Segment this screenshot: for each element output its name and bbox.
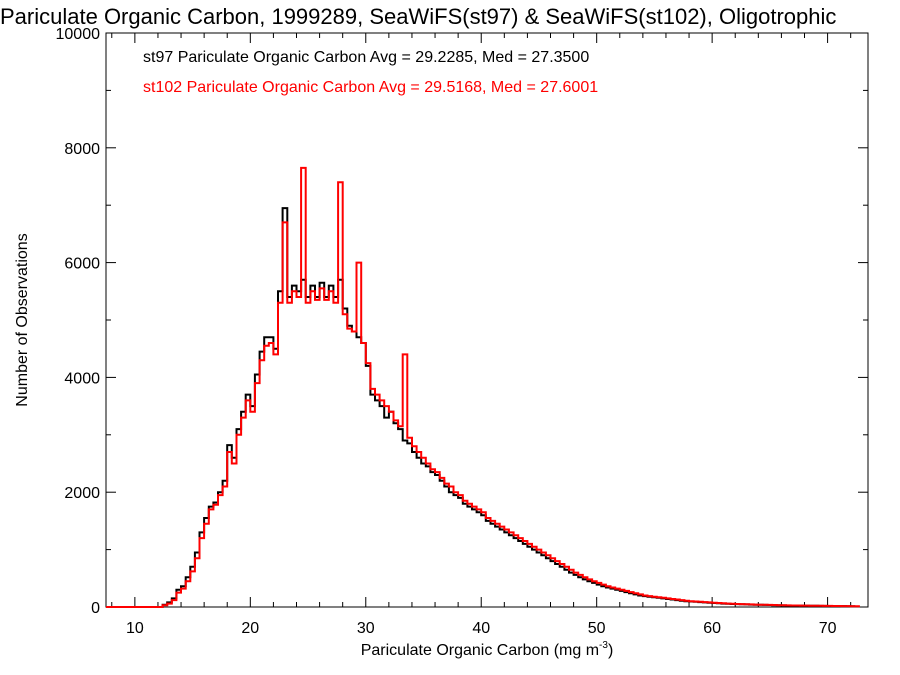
x-axis-label-main: Pariculate Organic Carbon (mg m [361, 642, 599, 659]
y-tick-label: 8000 [64, 141, 100, 158]
y-tick-label: 2000 [64, 485, 100, 502]
x-tick-label: 60 [703, 620, 721, 637]
y-axis-ticks: 0 2000 4000 6000 8000 10000 [56, 26, 868, 617]
x-axis-label: Pariculate Organic Carbon (mg m-3) [361, 640, 614, 659]
y-tick-label: 10000 [56, 26, 101, 43]
x-tick-label: 10 [126, 620, 144, 637]
x-tick-label: 40 [472, 620, 490, 637]
y-axis-label: Number of Observations [14, 233, 31, 406]
series-st97-line [106, 207, 856, 608]
y-tick-label: 6000 [64, 256, 100, 273]
x-tick-label: 50 [588, 620, 606, 637]
x-tick-label: 70 [819, 620, 837, 637]
legend-st102: st102 Pariculate Organic Carbon Avg = 29… [143, 79, 598, 96]
x-tick-label: 30 [357, 620, 375, 637]
x-axis-label-close: ) [608, 642, 613, 659]
series-layer [106, 166, 860, 608]
x-tick-label: 20 [241, 620, 259, 637]
x-axis-label-superscript: -3 [599, 640, 608, 651]
legend-st97: st97 Pariculate Organic Carbon Avg = 29.… [143, 49, 589, 66]
chart-title: Pariculate Organic Carbon, 1999289, SeaW… [0, 4, 836, 29]
y-tick-label: 0 [91, 600, 100, 617]
series-st102-line [106, 166, 860, 608]
x-axis-ticks: 10 20 30 40 50 60 70 [111, 33, 852, 637]
y-tick-label: 4000 [64, 370, 100, 387]
